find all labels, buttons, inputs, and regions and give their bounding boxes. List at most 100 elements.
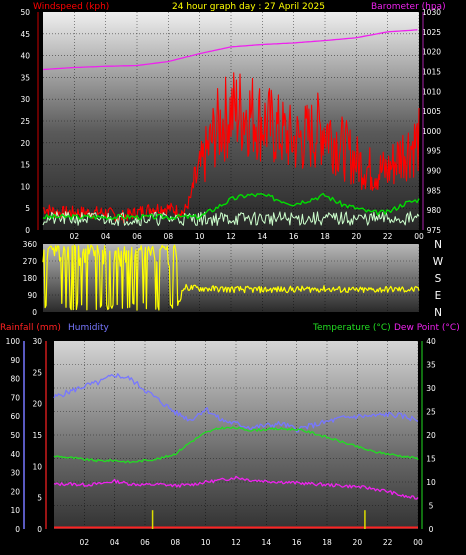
barometer-tick-label: 980 <box>427 206 442 215</box>
rainfall-tick-label: 5 <box>37 494 42 503</box>
panel3-grid <box>54 341 419 529</box>
direction-tick-label: 360 <box>23 240 38 249</box>
temperature-tick-label: 40 <box>426 337 436 346</box>
barometer-tick-label: 1025 <box>422 28 441 37</box>
barometer-tick-label: 1010 <box>422 87 441 96</box>
humidity-tick-label: 70 <box>10 393 20 402</box>
temperature-tick-label: 30 <box>426 384 436 393</box>
direction-tick-label: 90 <box>27 291 37 300</box>
temperature-axis-label: Temperature (°C) <box>312 323 391 333</box>
wind-direction-line <box>42 244 420 311</box>
compass-label: N <box>434 239 442 251</box>
humidity-axis-ticks: 0 10 20 30 40 50 60 70 80 90 100 <box>6 337 25 534</box>
humidity-tick-label: 10 <box>10 506 20 515</box>
panel3-x-tick-label: 00 <box>413 538 423 547</box>
windspeed-tick-label: 10 <box>20 182 30 191</box>
windspeed-tick-label: 40 <box>20 52 30 61</box>
windspeed-axis-label: Windspeed (kph) <box>33 2 109 12</box>
panel1-grid <box>43 12 420 230</box>
panel3-x-tick-label: 10 <box>201 538 211 547</box>
temperature-tick-label: 0 <box>429 525 434 534</box>
windspeed-tick-label: 5 <box>25 204 30 213</box>
barometer-axis-label: Barometer (hpa) <box>371 2 446 12</box>
barometer-tick-label: 985 <box>427 186 442 195</box>
humidity-tick-label: 90 <box>10 356 20 365</box>
barometer-tick-label: 1000 <box>422 127 441 136</box>
compass-label: E <box>435 290 442 302</box>
humidity-tick-label: 60 <box>10 412 20 421</box>
dewpoint-line <box>53 475 419 500</box>
direction-axis-ticks: 0 90 180 270 360 <box>23 240 38 317</box>
humidity-line <box>53 373 419 433</box>
temperature-tick-label: 20 <box>426 431 436 440</box>
temperature-tick-label: 10 <box>426 478 436 487</box>
windspeed-tick-label: 50 <box>20 8 30 17</box>
rainfall-tick-label: 10 <box>32 462 42 471</box>
panel3-x-tick-label: 14 <box>262 538 272 547</box>
humidity-tick-label: 50 <box>10 431 20 440</box>
panel1-x-tick-label: 20 <box>352 232 362 241</box>
windspeed-line <box>42 72 420 224</box>
panel1-x-tick-label: 00 <box>414 232 424 241</box>
panel1-x-tick-label: 02 <box>70 232 80 241</box>
chart-title: 24 hour graph day : 27 April 2025 <box>172 2 325 12</box>
windspeed-tick-label: 0 <box>25 226 30 235</box>
panel3-x-tick-label: 06 <box>140 538 150 547</box>
windspeed-tick-label: 30 <box>20 95 30 104</box>
humidity-tick-label: 100 <box>6 337 21 346</box>
panel1-x-tick-label: 18 <box>320 232 330 241</box>
direction-tick-label: 0 <box>32 308 37 317</box>
windspeed-tick-label: 20 <box>20 139 30 148</box>
rainfall-tick-label: 25 <box>32 368 42 377</box>
compass-label: N <box>434 307 442 319</box>
panel1-series <box>42 29 420 227</box>
panel1-x-tick-label: 06 <box>132 232 142 241</box>
temperature-axis-ticks: 0 5 10 15 20 25 30 35 40 <box>421 337 436 534</box>
panel3-x-tick-label: 12 <box>231 538 241 547</box>
panel1-x-tick-label: 10 <box>195 232 205 241</box>
temperature-tick-label: 25 <box>426 408 436 417</box>
barometer-tick-label: 1005 <box>422 107 441 116</box>
barometer-tick-label: 995 <box>427 147 442 156</box>
temperature-tick-label: 15 <box>426 455 436 464</box>
humidity-tick-label: 80 <box>10 375 20 384</box>
barometer-tick-label: 975 <box>427 226 442 235</box>
barometer-tick-label: 1020 <box>422 48 441 57</box>
panel3-x-ticks: 02 04 06 08 10 12 14 16 18 20 22 00 <box>80 538 423 547</box>
barometer-tick-label: 990 <box>427 167 442 176</box>
rainfall-tick-label: 0 <box>37 525 42 534</box>
barometer-tick-label: 1015 <box>422 67 441 76</box>
windspeed-tick-label: 15 <box>20 161 30 170</box>
panel3-x-tick-label: 20 <box>353 538 363 547</box>
humidity-label: Humidity <box>68 323 109 333</box>
panel3-x-tick-label: 02 <box>80 538 90 547</box>
humidity-tick-label: 40 <box>10 450 20 459</box>
panel1-x-tick-label: 04 <box>101 232 111 241</box>
rainfall-tick-label: 30 <box>32 337 42 346</box>
panel3-x-tick-label: 04 <box>110 538 120 547</box>
panel1-x-tick-label: 12 <box>226 232 236 241</box>
panel1-x-tick-label: 08 <box>164 232 174 241</box>
panel1-x-tick-label: 16 <box>289 232 299 241</box>
panel3-x-tick-label: 18 <box>322 538 332 547</box>
humidity-tick-label: 0 <box>15 525 20 534</box>
barometer-tick-label: 1030 <box>422 8 441 17</box>
light-wind-line <box>42 211 420 227</box>
direction-tick-label: 180 <box>23 274 38 283</box>
direction-tick-label: 270 <box>23 257 38 266</box>
panel1-x-ticks: 02 04 06 08 10 12 14 16 18 20 22 00 <box>70 232 424 241</box>
rainfall-axis-label: Rainfall (mm) <box>0 323 61 333</box>
windspeed-tick-label: 45 <box>20 30 30 39</box>
rainfall-axis-ticks: 0 5 10 15 20 25 30 <box>32 337 47 534</box>
panel2-series <box>42 244 420 311</box>
windspeed-tick-label: 35 <box>20 73 30 82</box>
dewpoint-label: Dew Point (°C) <box>394 323 460 333</box>
rainfall-tick-label: 15 <box>32 431 42 440</box>
temperature-line <box>53 426 419 464</box>
panel1-x-tick-label: 14 <box>258 232 268 241</box>
panel3-x-tick-label: 16 <box>292 538 302 547</box>
